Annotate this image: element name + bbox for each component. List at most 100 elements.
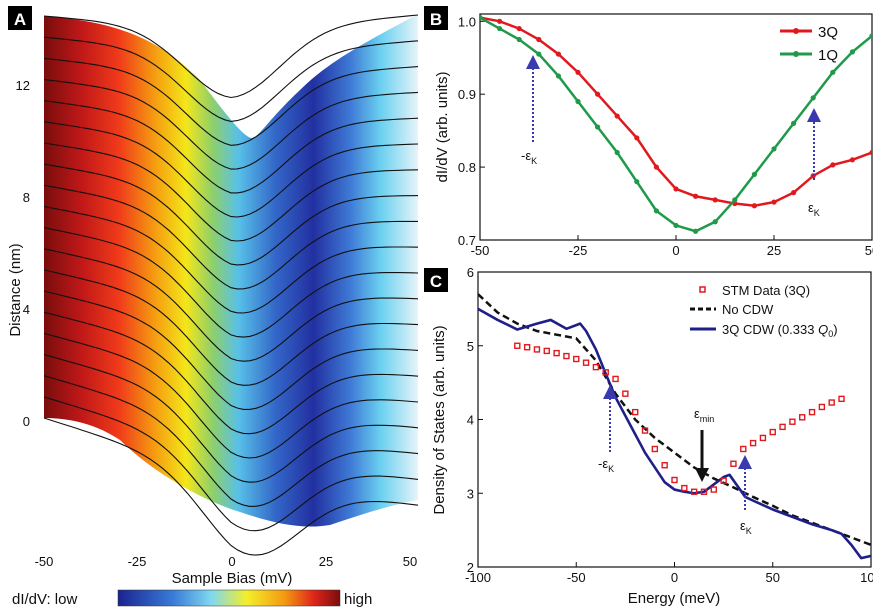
panel-a-xtick: -50 [35,554,54,569]
heatmap-contour-line [43,290,419,410]
neg-epsk-label: -εK [521,148,537,166]
legend-stm-label: STM Data (3Q) [722,283,810,298]
data-point-stm [690,488,698,495]
data-point-stm [622,390,629,397]
data-point-stm [838,395,845,403]
data-point-1q [497,25,503,32]
panel-c-ylabel: Density of States (arb. units) [431,325,448,514]
panel-a-xlabel: Sample Bias (mV) [172,570,293,587]
y-tick-label: 0.8 [458,160,476,175]
data-point-1q [712,219,718,225]
heatmap-contour-line [43,353,419,483]
data-point-1q [869,33,872,39]
data-point-3q [830,162,836,168]
y-tick-label: 2 [467,560,474,575]
data-point-1q [732,197,738,203]
data-point-stm [582,359,590,366]
x-tick-label: -50 [567,570,586,585]
x-tick-label: 50 [766,570,780,585]
data-point-3q [791,190,797,196]
x-tick-label: 50 [865,243,873,258]
legend-1q-label: 1Q [818,47,838,64]
data-point-stm [671,476,678,484]
panel-b-ylabel: dI/dV (arb. units) [434,72,451,183]
y-tick-label: 3 [467,486,474,501]
heatmap-contour-line [43,396,419,532]
data-point-stm [543,347,550,355]
legend-3q-marker [793,28,799,34]
data-point-stm [514,342,521,349]
heatmap-contour-line [43,332,419,459]
data-point-stm [730,460,737,467]
heatmap-contour-line [43,163,419,266]
panel-a-xtick: 50 [403,554,417,569]
colorbar-low-label: dI/dV: low [12,591,77,608]
data-point-1q [516,36,522,43]
y-tick-label: 1.0 [458,14,476,29]
data-point-1q [595,124,601,130]
data-point-stm [700,488,708,495]
colorbar-high-label: high [344,591,372,608]
data-point-stm [612,375,619,383]
heatmap-contour-line [43,36,419,122]
panel-a-label-box [8,6,32,30]
data-point-1q [653,208,660,214]
data-point-stm [740,445,747,453]
data-point-stm [592,363,600,371]
panel-a-ytick: 4 [23,302,30,317]
data-point-1q [555,73,562,79]
data-point-stm [523,344,531,351]
x-tick-label: 0 [672,243,679,258]
data-point-1q [480,15,483,21]
panel-c-series [478,293,871,560]
panel-a-xtick: 25 [319,554,333,569]
data-point-3q [693,193,699,199]
panel-c-label-box [424,268,448,292]
panel-c-xlabel: Energy (meV) [628,590,721,607]
data-point-1q [791,120,797,126]
data-point-stm [789,418,796,425]
data-point-3q [555,51,562,57]
data-point-stm [573,355,580,363]
data-point-1q [830,69,836,75]
x-tick-label: 25 [767,243,781,258]
heatmap-contour-line [43,311,419,435]
heatmap-contour-line [43,375,419,507]
heatmap-contour-line [43,205,419,314]
panel-a-label: A [14,10,26,29]
legend-nocdw-label: No CDW [722,302,774,317]
data-point-stm [828,399,835,406]
heatmap-contour-line [43,57,419,146]
data-point-3q [849,157,856,163]
panel-c-frame [477,271,872,568]
data-point-3q [536,36,542,43]
heatmap-contour-line [43,227,419,338]
series-line-no-cdw [478,293,871,547]
data-point-stm [641,427,649,434]
epsk-label: εK [808,200,820,218]
data-point-3q [712,197,718,203]
data-point-3q [595,91,601,97]
data-point-stm [720,477,727,484]
x-tick-label: 0 [671,570,678,585]
data-point-3q [751,203,758,209]
data-point-stm [769,428,776,436]
data-point-1q [634,179,640,185]
heatmap-contour-line [43,78,419,170]
panel-a-ytick: 8 [23,190,30,205]
data-point-1q [771,146,777,152]
data-point-stm [710,486,717,493]
data-point-stm [749,439,757,447]
data-point-stm [661,462,668,469]
legend-1q-marker [793,51,799,57]
data-point-stm [651,445,659,453]
data-point-stm [759,434,767,442]
data-point-3q [497,18,503,24]
data-point-stm [779,423,786,431]
data-point-3q [614,113,620,119]
heatmap-contour-line [43,248,419,362]
panel-a-xtick: 0 [228,554,235,569]
data-point-stm [553,349,560,357]
data-point-stm [602,369,609,376]
